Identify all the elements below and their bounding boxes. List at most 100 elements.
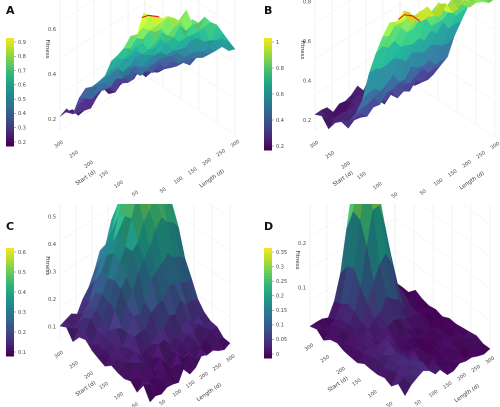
colorbar-band [264, 330, 272, 334]
colorbar-band [264, 349, 272, 353]
colorbar-band [264, 289, 272, 293]
colorbar-band [6, 73, 14, 77]
y-tick-label: 150 [442, 381, 453, 391]
colorbar-band [264, 338, 272, 342]
colorbar-band [6, 280, 14, 284]
colorbar-band [264, 308, 272, 312]
colorbar-band [264, 248, 272, 252]
panel-label: C [6, 220, 14, 233]
colorbar-band [6, 353, 14, 357]
colorbar-band [6, 59, 14, 63]
surface-facet [59, 108, 73, 117]
colorbar-band [6, 129, 14, 133]
y-tick-label: 250 [476, 150, 487, 160]
colorbar-band [264, 94, 272, 98]
z-axis-label: Fitness [294, 250, 300, 269]
z-tick-label: 0.2 [48, 117, 56, 123]
colorbar-band [264, 286, 272, 290]
colorbar-band [6, 38, 14, 42]
y-tick-label: 150 [185, 380, 196, 390]
colorbar-band [264, 278, 272, 282]
colorbar-band [264, 68, 272, 73]
colorbar-tick-label: 0.25 [276, 279, 287, 285]
colorbar-band [264, 311, 272, 315]
panel-d-surface [309, 204, 491, 397]
colorbar-band [6, 315, 14, 319]
colorbar-band [6, 100, 14, 104]
colorbar-band [264, 144, 272, 148]
panel-b-colorbar: 0.2 0.4 0.6 0.8 1 [264, 38, 284, 151]
colorbar-band [264, 344, 272, 348]
colorbar-band [264, 333, 272, 337]
colorbar-band [6, 54, 14, 58]
colorbar-band [264, 294, 272, 298]
colorbar-tick-label: 0.3 [18, 126, 26, 132]
z-tick-label: 0.4 [48, 72, 56, 78]
panel-d-svg: 50100150200250300501001502002503000.10.2… [264, 204, 496, 407]
colorbar-band [6, 89, 14, 93]
x-tick-label: 50 [131, 402, 140, 407]
colorbar-band [264, 261, 272, 265]
z-tick-label: 0.3 [48, 269, 56, 275]
colorbar-band [264, 292, 272, 296]
colorbar-band [264, 250, 272, 254]
colorbar-band [264, 270, 272, 274]
colorbar-band [6, 124, 14, 128]
panel-a: 50 100 150 200 250 300 50 100 150 200 250 300 0.2 0.4… [0, 0, 250, 203]
y-tick-label: 50 [414, 399, 423, 407]
contour-segment [412, 15, 420, 22]
z-tick-label: 0.1 [298, 286, 306, 292]
surface-facet [147, 204, 152, 212]
contour-segment [141, 14, 149, 18]
panel-label: A [6, 4, 15, 17]
colorbar-tick-label: 0.3 [276, 264, 284, 270]
colorbar-band [264, 60, 272, 64]
colorbar-band [264, 305, 272, 309]
colorbar-band [6, 70, 14, 74]
z-axis-label: Fitness [44, 39, 50, 58]
colorbar-band [264, 147, 272, 151]
y-tick-label: 50 [158, 399, 167, 407]
colorbar-band [6, 266, 14, 271]
colorbar-band [6, 291, 14, 295]
x-axis-label: Start (d) [327, 376, 349, 394]
colorbar-band [6, 285, 14, 289]
z-tick-label: 0.6 [48, 27, 56, 33]
y-tick-label: 100 [433, 178, 444, 188]
colorbar-band [6, 310, 14, 314]
x-tick-label: 200 [83, 160, 94, 170]
z-tick-label: 0.2 [303, 118, 311, 124]
colorbar-tick-label: 0.2 [276, 294, 284, 300]
colorbar-band [6, 48, 14, 52]
y-tick-label: 250 [471, 364, 482, 374]
colorbar-band [6, 94, 14, 98]
colorbar-tick-label: 0.35 [276, 250, 287, 256]
colorbar-tick-label: 0.2 [276, 144, 284, 150]
y-axis-label: Length (d) [199, 168, 226, 189]
colorbar-tick-label: 0.6 [276, 92, 284, 98]
panel-a-svg: 50100150200250300501001502002503000.20.4… [6, 0, 241, 198]
colorbar-band [6, 347, 14, 352]
colorbar-band [6, 105, 14, 109]
colorbar-tick-label: 0.4 [18, 290, 26, 296]
x-tick-label: 300 [53, 350, 64, 360]
z-tick-label: 0.8 [303, 0, 311, 5]
colorbar-band [6, 275, 14, 279]
colorbar-tick-label: 0.3 [18, 310, 26, 316]
colorbar-band [264, 327, 272, 331]
z-tick-label: 0.2 [298, 241, 306, 247]
x-tick-label: 50 [386, 401, 395, 407]
colorbar-tick-label: 0.05 [276, 337, 287, 343]
panel-c-colorbar: 0.1 0.2 0.3 0.4 0.5 0.6 [6, 248, 26, 357]
colorbar-tick-label: 0.15 [276, 308, 287, 314]
colorbar-band [6, 97, 14, 101]
colorbar-tick-label: 1 [276, 40, 279, 46]
x-tick-label: 100 [113, 180, 124, 190]
colorbar-band [264, 124, 272, 129]
colorbar-band [6, 277, 14, 281]
colorbar-band [264, 52, 272, 56]
contour-segment [147, 14, 153, 17]
colorbar-band [6, 326, 14, 330]
colorbar-band [264, 63, 272, 67]
panel-c-svg: 50100150200250300501001502002503000.10.2… [6, 204, 236, 407]
